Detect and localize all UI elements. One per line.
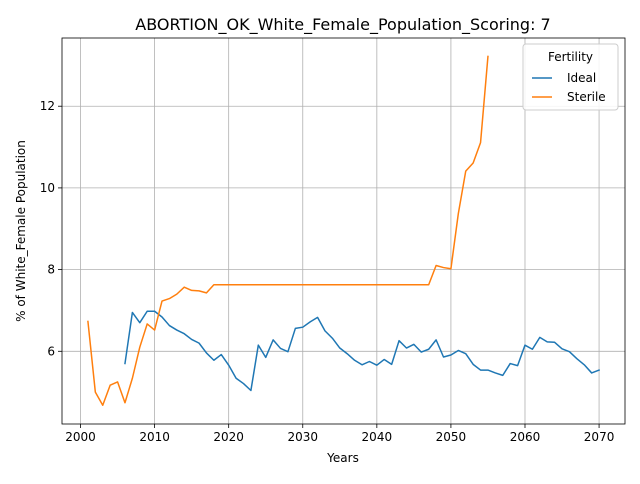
x-tick-label: 2060 — [510, 430, 541, 444]
series-line-sterile — [87, 55, 489, 406]
legend-label-sterile: Sterile — [567, 90, 606, 104]
x-tick-label: 2070 — [584, 430, 615, 444]
x-tick-label: 2030 — [287, 430, 318, 444]
x-tick-label: 2000 — [65, 430, 96, 444]
plot-frame — [61, 37, 626, 425]
legend-label-ideal: Ideal — [567, 71, 596, 85]
y-tick-label: 6 — [47, 344, 55, 358]
axis-ticks: 2000 2010 2020 2030 2040 2050 2060 2070 6 8 10 12 — [40, 99, 615, 444]
legend-title: Fertility — [548, 50, 593, 64]
x-tick-label: 2050 — [436, 430, 467, 444]
x-tick-label: 2040 — [362, 430, 393, 444]
legend-box — [522, 43, 619, 111]
chart-title: ABORTION_OK_White_Female_Population_Scor… — [135, 15, 550, 35]
x-axis-label: Years — [326, 451, 359, 465]
series-line-ideal — [124, 310, 601, 392]
plot-series — [87, 55, 601, 406]
x-tick-label: 2020 — [213, 430, 244, 444]
y-tick-label: 12 — [40, 99, 55, 113]
y-tick-label: 10 — [40, 181, 55, 195]
y-axis-label: % of White_Female Population — [14, 140, 28, 322]
y-tick-label: 8 — [47, 263, 55, 277]
x-tick-label: 2010 — [139, 430, 170, 444]
legend: Fertility Ideal Sterile — [522, 43, 619, 111]
